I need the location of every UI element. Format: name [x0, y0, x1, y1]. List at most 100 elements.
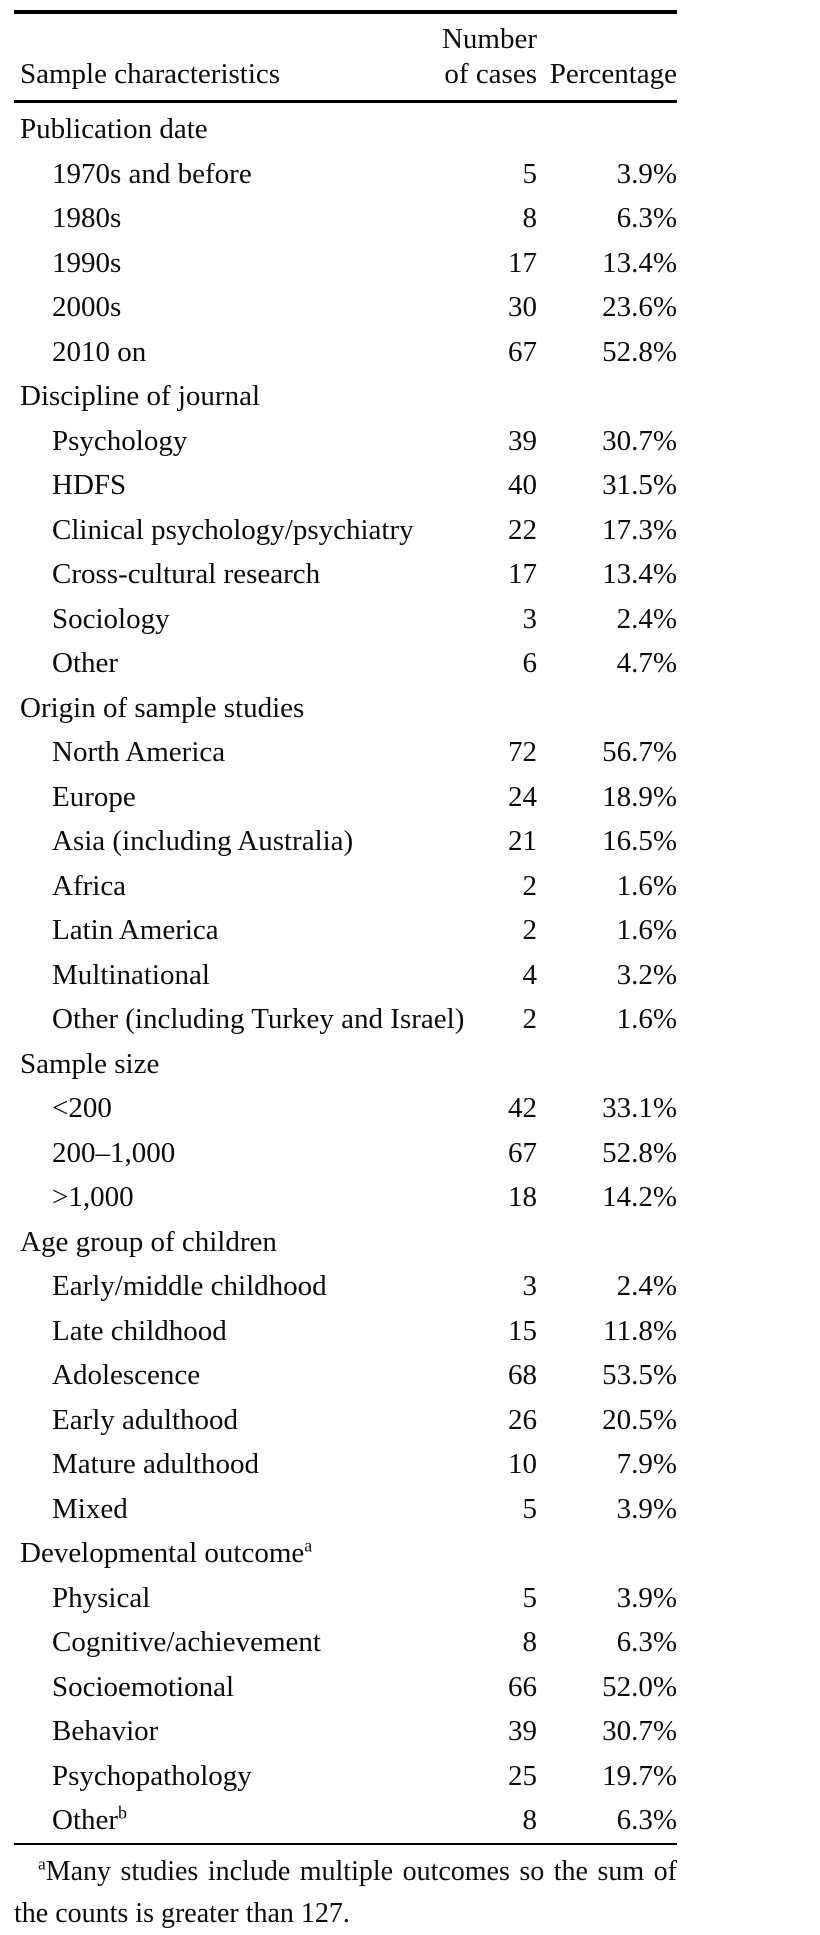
row-label-text: Cross-cultural research — [52, 558, 321, 590]
row-cases: 25 — [508, 1759, 537, 1792]
row-cases: 67 — [508, 335, 537, 368]
table-row: 2010 on 67 52.8% — [14, 330, 677, 375]
row-label-text: 1980s — [52, 202, 122, 234]
row-label-text: Asia (including Australia) — [52, 825, 354, 857]
row-label: Psychopathology — [14, 1754, 467, 1799]
row-percentage: 14.2% — [602, 1181, 677, 1213]
row-label: Early adulthood — [14, 1398, 467, 1443]
row-cases: 30 — [508, 291, 537, 323]
row-label-text: Psychopathology — [52, 1759, 252, 1792]
row-cases: 2 — [522, 869, 538, 902]
section-title: Discipline of journal — [14, 374, 677, 419]
footnote-line1-text: Many studies include multiple outcomes s… — [45, 1855, 677, 1887]
table-header-rule — [14, 100, 677, 103]
table-row: <200 42 33.1% — [14, 1086, 677, 1131]
table-row: 1980s 8 6.3% — [14, 196, 677, 241]
row-percentage: 1.6% — [616, 1003, 677, 1035]
row-percentage: 18.9% — [602, 780, 677, 813]
row-label-text: Early adulthood — [52, 1403, 239, 1436]
row-label: Otherb — [14, 1798, 467, 1843]
table-row: Africa 2 1.6% — [14, 864, 677, 909]
section-row: Discipline of journal — [14, 374, 677, 419]
section-title-text: Publication date — [20, 113, 208, 145]
table-row: Clinical psychology/psychiatry 22 17.3% — [14, 508, 677, 553]
section-row: Origin of sample studies — [14, 686, 677, 731]
header-number-line2: of cases — [444, 58, 537, 90]
footnote-line1: aMany studies include multiple outcomes … — [14, 1851, 677, 1893]
row-percentage: 23.6% — [602, 291, 677, 323]
row-label-text: Socioemotional — [52, 1670, 235, 1703]
row-label: HDFS — [14, 463, 467, 508]
row-percentage: 2.4% — [616, 1270, 677, 1302]
row-label-text: 1990s — [52, 246, 122, 279]
table-row: Asia (including Australia) 21 16.5% — [14, 819, 677, 864]
row-label: Other (including Turkey and Israel) — [14, 997, 467, 1042]
row-label: Socioemotional — [14, 1665, 467, 1710]
row-label-text: HDFS — [52, 469, 127, 501]
row-cases: 17 — [508, 246, 537, 279]
table-bottom-rule — [14, 1842, 677, 1845]
table-row: Other 6 4.7% — [14, 641, 677, 686]
table-row: HDFS 40 31.5% — [14, 463, 677, 508]
row-label-text: Africa — [52, 869, 127, 902]
row-percentage: 19.7% — [602, 1759, 677, 1792]
row-percentage: 11.8% — [603, 1314, 677, 1347]
row-label-text: Mixed — [52, 1492, 128, 1525]
row-percentage: 6.3% — [616, 202, 677, 234]
row-percentage: 1.6% — [616, 914, 677, 946]
row-label: Other — [14, 641, 467, 686]
row-label-text: Europe — [52, 780, 136, 813]
table-row: Otherb 8 6.3% — [14, 1798, 677, 1843]
row-cases: 10 — [508, 1448, 537, 1480]
table-row: Mixed 5 3.9% — [14, 1487, 677, 1532]
row-label-text: Clinical psychology/psychiatry — [52, 513, 414, 546]
section-title-text: Sample size — [20, 1047, 160, 1080]
row-label-text: Multinational — [52, 958, 210, 991]
row-label: 1970s and before — [14, 152, 467, 197]
section-row: Publication date — [14, 107, 677, 152]
table-row: Multinational 4 3.2% — [14, 953, 677, 998]
row-label: Asia (including Australia) — [14, 819, 467, 864]
row-percentage: 1.6% — [616, 869, 677, 902]
table-row: Europe 24 18.9% — [14, 775, 677, 820]
row-percentage: 16.5% — [602, 825, 677, 857]
row-label: Mixed — [14, 1487, 467, 1532]
row-cases: 2 — [522, 1003, 538, 1035]
row-label-text: Cognitive/achievement — [52, 1626, 321, 1658]
row-label-text: Sociology — [52, 602, 170, 635]
row-percentage: 3.2% — [616, 958, 677, 991]
row-label: Multinational — [14, 953, 467, 998]
table-row: Other (including Turkey and Israel) 2 1.6% — [14, 997, 677, 1042]
section-title-superscript: a — [304, 1535, 313, 1556]
row-label: North America — [14, 730, 467, 775]
row-cases: 3 — [522, 1270, 538, 1302]
section-title-text: Developmental outcome — [20, 1537, 305, 1569]
table-row: >1,000 18 14.2% — [14, 1175, 677, 1220]
row-cases: 39 — [508, 1715, 537, 1747]
section-row: Sample size — [14, 1042, 677, 1087]
row-label-text: Physical — [52, 1581, 151, 1614]
section-title: Origin of sample studies — [14, 686, 677, 731]
row-label-text: Late childhood — [52, 1314, 227, 1347]
row-percentage: 3.9% — [616, 1581, 677, 1614]
row-percentage: 13.4% — [602, 246, 677, 279]
row-label: Cognitive/achievement — [14, 1620, 467, 1665]
row-percentage: 17.3% — [602, 513, 677, 546]
header-sample-characteristics: Sample characteristics — [20, 58, 281, 90]
header-percentage: Percentage — [549, 58, 677, 90]
row-label: 2000s — [14, 285, 467, 330]
header-number-of-cases: Number of cases — [442, 22, 537, 92]
row-cases: 2 — [522, 914, 538, 946]
row-cases: 66 — [508, 1670, 537, 1703]
row-cases: 15 — [508, 1314, 537, 1347]
row-label: Clinical psychology/psychiatry — [14, 508, 467, 553]
table-row: 1970s and before 5 3.9% — [14, 152, 677, 197]
table-body: Publication date 1970s and before 5 3.9% 198… — [14, 103, 677, 1843]
row-cases: 67 — [508, 1136, 537, 1169]
table-row: North America 72 56.7% — [14, 730, 677, 775]
row-label-text: Adolescence — [52, 1359, 201, 1391]
row-label: >1,000 — [14, 1175, 467, 1220]
row-label-text: 2000s — [52, 291, 122, 323]
row-cases: 4 — [522, 958, 538, 991]
row-label: 200–1,000 — [14, 1131, 467, 1176]
